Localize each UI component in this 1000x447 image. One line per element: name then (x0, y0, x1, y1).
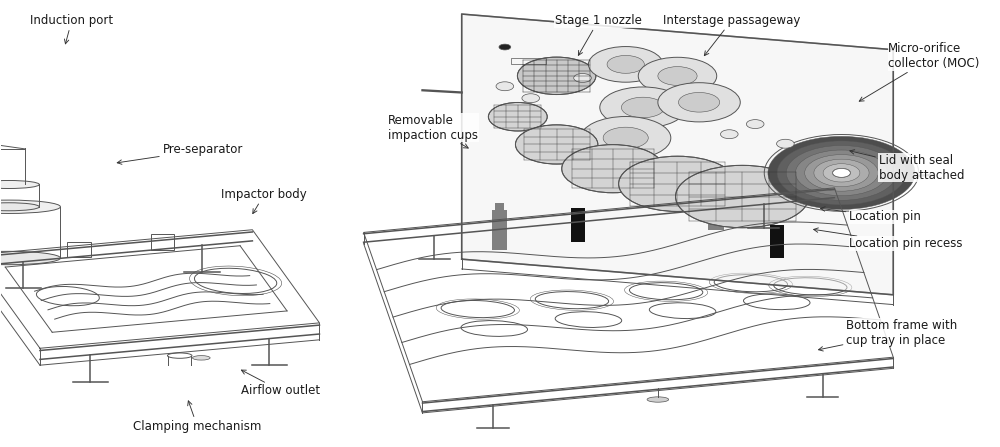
Text: Location pin recess: Location pin recess (814, 228, 963, 250)
Bar (492, 210, 507, 250)
Ellipse shape (658, 67, 697, 85)
Ellipse shape (796, 150, 887, 196)
Ellipse shape (768, 136, 915, 209)
Ellipse shape (621, 97, 665, 118)
Ellipse shape (786, 145, 897, 200)
Text: Lid with seal
body attached: Lid with seal body attached (850, 150, 964, 182)
Ellipse shape (574, 73, 591, 82)
Polygon shape (462, 14, 893, 295)
Ellipse shape (607, 55, 644, 73)
Ellipse shape (522, 94, 540, 103)
Text: Stage 1 nozzle: Stage 1 nozzle (555, 14, 642, 55)
Ellipse shape (777, 141, 906, 205)
Ellipse shape (805, 155, 878, 191)
Ellipse shape (676, 165, 809, 228)
Bar (571, 208, 585, 241)
Ellipse shape (0, 203, 39, 211)
Ellipse shape (678, 93, 720, 112)
Ellipse shape (603, 127, 648, 148)
Text: Micro-orifice
collector (MOC): Micro-orifice collector (MOC) (859, 42, 980, 101)
Ellipse shape (823, 164, 860, 182)
Ellipse shape (658, 83, 740, 122)
Text: Airflow outlet: Airflow outlet (241, 370, 320, 397)
Ellipse shape (517, 57, 596, 94)
Ellipse shape (814, 159, 869, 186)
Ellipse shape (720, 130, 738, 139)
Ellipse shape (515, 125, 598, 164)
Ellipse shape (496, 82, 514, 91)
Ellipse shape (647, 397, 669, 402)
Ellipse shape (499, 44, 511, 50)
Ellipse shape (777, 139, 794, 148)
Bar (495, 203, 504, 210)
Ellipse shape (581, 117, 671, 159)
Bar (67, 242, 91, 257)
Ellipse shape (619, 156, 736, 211)
Ellipse shape (833, 169, 850, 177)
Ellipse shape (562, 145, 664, 193)
Ellipse shape (832, 169, 851, 177)
Ellipse shape (746, 120, 764, 129)
Bar (770, 224, 784, 258)
Bar (708, 190, 724, 230)
Text: Removable
impaction cups: Removable impaction cups (388, 114, 478, 148)
Ellipse shape (0, 200, 60, 214)
Text: Clamping mechanism: Clamping mechanism (133, 401, 261, 433)
Text: Impactor body: Impactor body (221, 188, 307, 214)
Text: Induction port: Induction port (30, 14, 113, 44)
Ellipse shape (0, 251, 60, 265)
Ellipse shape (0, 181, 39, 189)
Text: Pre-separator: Pre-separator (117, 143, 243, 164)
Bar (511, 58, 546, 64)
Text: Bottom frame with
cup tray in place: Bottom frame with cup tray in place (819, 319, 957, 351)
Ellipse shape (588, 46, 663, 82)
Bar (711, 183, 721, 190)
Ellipse shape (600, 87, 686, 128)
Text: Location pin: Location pin (821, 207, 921, 224)
Ellipse shape (638, 57, 717, 95)
Text: Interstage passageway: Interstage passageway (663, 14, 800, 55)
Ellipse shape (192, 356, 210, 360)
Ellipse shape (488, 102, 547, 131)
Bar (151, 234, 174, 250)
